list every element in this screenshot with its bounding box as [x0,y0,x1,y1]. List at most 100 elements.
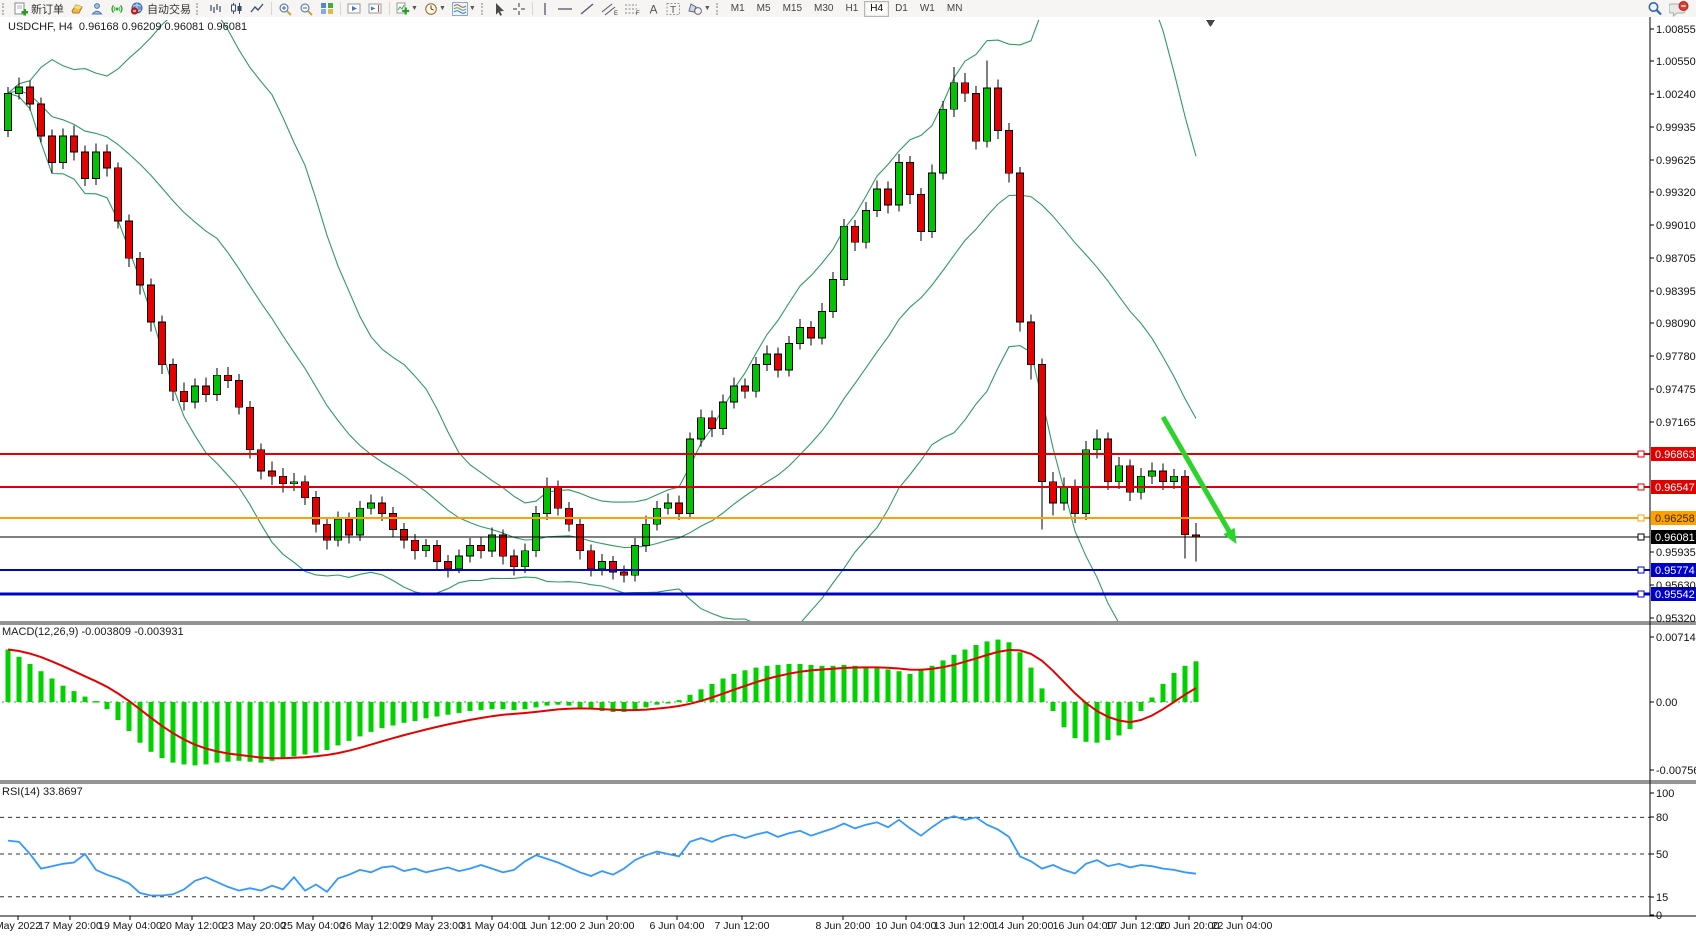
notifications-button[interactable] [1666,0,1692,17]
timeframe-button-d1[interactable]: D1 [895,2,908,14]
axis-tick-label: 0.97165 [1656,417,1696,429]
cursor-button[interactable] [490,0,509,17]
zoom-out-button[interactable] [296,0,317,17]
macd-bar [1171,673,1177,702]
macd-bar [599,702,605,711]
chart-shift-marker[interactable] [1206,20,1215,27]
candles [4,60,1200,583]
timeframe-button-mn[interactable]: MN [946,2,963,14]
timeframe-button-w1[interactable]: W1 [919,2,935,14]
downtrend-arrow[interactable] [1160,415,1237,545]
axis-tick-label: 80 [1656,812,1668,824]
crosshair-button[interactable] [509,0,529,17]
macd-bar [797,664,803,702]
trend-arrow[interactable] [1160,415,1237,545]
candle-up [543,486,551,515]
candle-up [840,225,848,280]
macd-bar [27,664,33,702]
timeframe-button-m30[interactable]: M30 [814,2,834,14]
candle-down [312,497,320,525]
candle-down [81,151,89,179]
shapes-button[interactable]: ▼ [684,0,714,17]
candle-down [224,374,232,381]
line-anchor[interactable] [1637,566,1645,574]
time-axis-label: 26 May 12:00 [340,920,404,932]
macd-bar [280,702,286,759]
text-button[interactable]: A [644,0,663,17]
macd-bar [16,656,22,703]
horizontal-lines[interactable]: 0.96863 0.96547 0.96258 0.96081 0.95774 0.955… [0,447,1696,601]
axis-tick-label: 0.95630 [1656,580,1696,592]
macd-bar [247,702,253,762]
line-anchor[interactable] [1637,483,1645,491]
autotrade-globe-icon [130,2,144,15]
line-anchor[interactable] [1637,450,1645,458]
macd-bar [390,702,396,726]
market-watch-button[interactable] [67,0,87,17]
auto-scroll-button[interactable] [344,0,365,17]
channel-button[interactable]: E [598,0,621,17]
new-order-icon [14,2,28,16]
rsi-line [7,815,1197,897]
timeframe-button-m15[interactable]: M15 [782,2,803,14]
candle-up [367,502,375,509]
fibonacci-button[interactable]: F [621,0,644,17]
macd-bar [1160,683,1166,702]
line-chart-button[interactable] [247,0,268,17]
horizontal-line-button[interactable] [554,0,576,17]
candle-up [631,545,639,576]
tile-windows-button[interactable] [317,0,337,17]
templates-button[interactable]: ▼ [449,0,479,17]
macd-bar [368,702,374,732]
macd-bar [302,702,308,755]
candle-up [1082,449,1090,514]
macd-bar [698,689,704,702]
signals-button[interactable] [107,0,127,17]
line-anchor[interactable] [1637,590,1645,598]
time-axis-label: 22 Jun 04:00 [1212,920,1273,932]
candle-down [268,470,276,477]
macd-bar [511,702,517,711]
search-button[interactable] [1644,0,1666,17]
chart-area[interactable]: 0.96863 0.96547 0.96258 0.96081 0.95774 0.955… [0,17,1696,934]
macd-bar [1006,642,1012,702]
timeframe-button-h4[interactable]: H4 [864,0,890,17]
line-anchor[interactable] [1637,533,1645,541]
accounts-button[interactable] [87,0,107,17]
add-indicator-button[interactable]: ▼ [393,0,421,17]
candle-down [158,321,166,366]
candlestick-chart-button[interactable] [226,0,247,17]
macd-bar [258,702,264,763]
axis-tick-label: 0.99625 [1656,155,1696,167]
candle-down [257,449,265,472]
axis-tick-label: 1.00855 [1656,24,1696,36]
timeframe-button-h1[interactable]: H1 [845,2,859,14]
time-axis-label: 31 May 04:00 [460,920,524,932]
macd-bar [643,702,649,708]
macd-bar [38,671,44,702]
trendline-button[interactable] [576,0,598,17]
bar-chart-button[interactable] [205,0,226,17]
new-order-button[interactable]: 新订单 [11,0,67,17]
vertical-line-button[interactable] [536,0,554,17]
macd-bar [852,665,858,702]
timeframe-button-m5[interactable]: M5 [756,2,771,14]
macd-bar [995,639,1001,702]
period-clock-button[interactable]: ▼ [421,0,449,17]
text-label-button[interactable]: T [663,0,684,17]
timeframe-button-m1[interactable]: M1 [730,2,745,14]
candle-down [906,162,914,195]
zoom-in-button[interactable] [275,0,296,17]
candle-down [1049,481,1057,504]
line-anchor[interactable] [1637,514,1645,522]
candle-up [466,545,474,557]
macd-bar [863,666,869,702]
price-line-label: 0.95542 [1655,589,1695,601]
price-line-label: 0.96081 [1655,532,1695,544]
macd-bar [126,702,132,731]
chart-shift-button[interactable] [365,0,386,17]
autotrade-button[interactable]: 自动交易 [127,0,194,17]
price-line-label: 0.96547 [1655,482,1695,494]
macd-bar [973,645,979,702]
candle-up [1148,470,1156,477]
